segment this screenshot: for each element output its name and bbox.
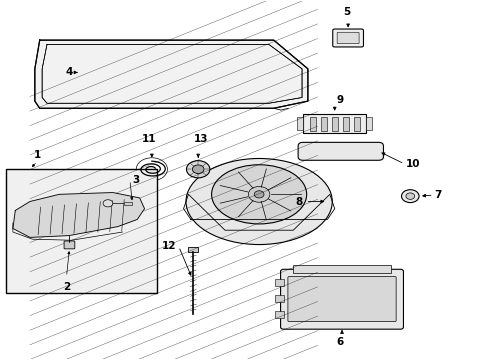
Bar bbox=[343, 117, 348, 131]
Text: 3: 3 bbox=[132, 175, 139, 185]
Bar bbox=[123, 202, 132, 205]
Text: 5: 5 bbox=[343, 7, 350, 17]
FancyBboxPatch shape bbox=[287, 276, 395, 321]
Text: 10: 10 bbox=[405, 159, 419, 169]
Ellipse shape bbox=[211, 165, 306, 224]
Circle shape bbox=[186, 161, 209, 178]
Text: 8: 8 bbox=[295, 197, 303, 207]
Circle shape bbox=[254, 191, 264, 198]
Bar bbox=[274, 279, 283, 286]
FancyBboxPatch shape bbox=[336, 32, 358, 44]
Circle shape bbox=[103, 200, 113, 207]
Text: 12: 12 bbox=[162, 241, 176, 251]
Polygon shape bbox=[35, 40, 307, 108]
Polygon shape bbox=[13, 193, 144, 237]
Text: 9: 9 bbox=[335, 95, 343, 105]
Text: 7: 7 bbox=[434, 190, 441, 200]
Text: 1: 1 bbox=[34, 150, 41, 160]
Bar bbox=[310, 117, 316, 131]
Bar bbox=[297, 117, 303, 130]
Bar bbox=[188, 247, 198, 252]
FancyBboxPatch shape bbox=[280, 269, 403, 329]
FancyBboxPatch shape bbox=[332, 29, 363, 47]
Text: 4: 4 bbox=[65, 67, 73, 77]
Text: 2: 2 bbox=[63, 282, 70, 292]
Bar bbox=[5, 169, 157, 293]
Text: 13: 13 bbox=[193, 134, 207, 144]
Circle shape bbox=[401, 190, 418, 203]
FancyBboxPatch shape bbox=[64, 241, 75, 249]
Bar bbox=[331, 117, 337, 131]
Polygon shape bbox=[35, 40, 307, 108]
FancyBboxPatch shape bbox=[298, 142, 383, 160]
Bar bbox=[293, 265, 390, 273]
Bar bbox=[321, 117, 326, 131]
Bar bbox=[353, 117, 359, 131]
Bar bbox=[366, 117, 371, 130]
Text: 11: 11 bbox=[142, 134, 156, 144]
Bar bbox=[274, 295, 283, 302]
Circle shape bbox=[192, 165, 203, 174]
Bar bbox=[303, 114, 366, 134]
Bar bbox=[274, 311, 283, 318]
Text: 6: 6 bbox=[335, 337, 343, 347]
Circle shape bbox=[248, 186, 269, 202]
Ellipse shape bbox=[185, 158, 331, 244]
Circle shape bbox=[405, 193, 414, 199]
